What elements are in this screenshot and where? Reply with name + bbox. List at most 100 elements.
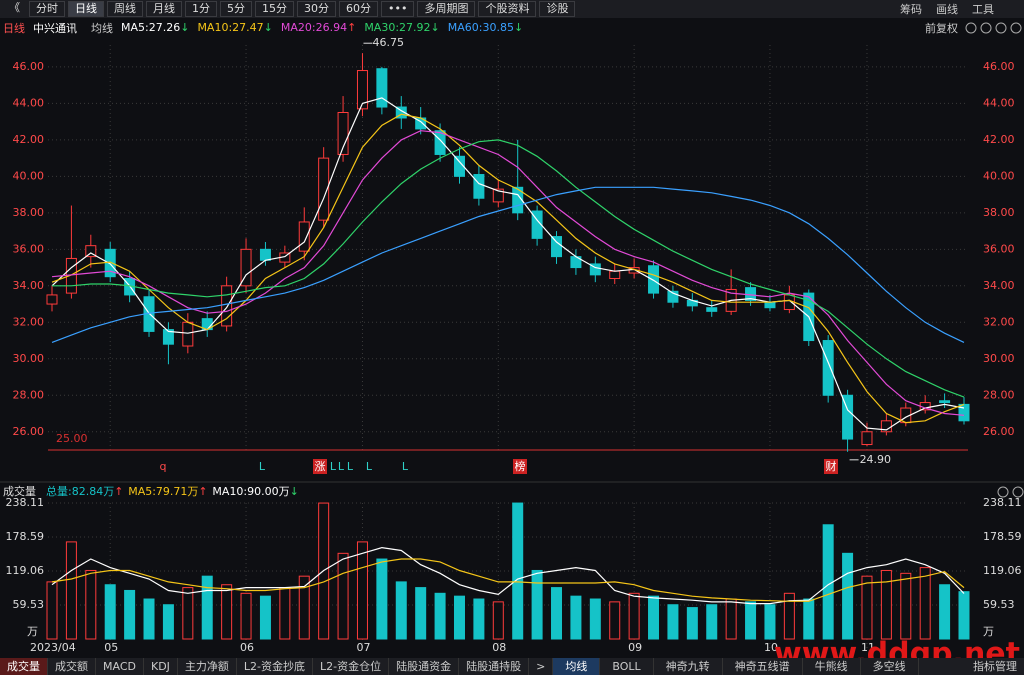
tab[interactable]: BOLL — [600, 658, 654, 675]
tab-manage[interactable]: 指标管理 — [973, 660, 1017, 673]
period-button[interactable]: 60分 — [339, 1, 378, 17]
volume-bar — [104, 584, 116, 640]
y-tick-label-right: 178.59 — [983, 530, 1022, 543]
tool-button[interactable]: 画线 — [936, 3, 958, 16]
period-button[interactable]: 月线 — [146, 1, 182, 17]
volume-unit-right: 万 — [983, 625, 994, 638]
candle-body — [589, 263, 601, 276]
volume-bar — [298, 575, 310, 640]
ma-line — [51, 113, 965, 424]
volume-bar — [958, 591, 970, 640]
volume-bar — [745, 601, 757, 640]
period-button[interactable]: 1分 — [185, 1, 217, 17]
tab[interactable]: MACD — [96, 658, 144, 675]
candle-body — [298, 221, 310, 252]
period-button[interactable]: 30分 — [297, 1, 336, 17]
volume-bar — [162, 604, 174, 640]
event-marker: q — [160, 460, 167, 473]
period-button[interactable]: 日线 — [68, 1, 104, 17]
candle-body — [861, 431, 873, 446]
y-tick-label: 178.59 — [6, 530, 45, 543]
candle-body — [939, 400, 951, 404]
candle-body — [648, 265, 660, 294]
tab[interactable]: 主力净额 — [178, 658, 237, 675]
period-button[interactable]: 分时 — [29, 1, 65, 17]
candle-body — [822, 340, 834, 396]
candle-body — [706, 307, 718, 312]
tab[interactable]: KDJ — [144, 658, 178, 675]
tab-more[interactable]: > — [529, 658, 554, 675]
adjust-mode[interactable]: 前复权 — [925, 21, 958, 35]
period-button[interactable]: 多周期图 — [417, 1, 476, 17]
tab[interactable]: 陆股通持股 — [459, 658, 530, 675]
volume-bar — [85, 569, 97, 640]
y-tick-label-right: 32.00 — [983, 315, 1015, 328]
reference-label: 25.00 — [56, 432, 88, 445]
period-button[interactable]: 5分 — [220, 1, 252, 17]
candle-body — [182, 321, 194, 347]
candle-body — [434, 130, 446, 155]
tab[interactable]: 均线 — [553, 658, 601, 675]
period-button[interactable]: 周线 — [107, 1, 143, 17]
ma-line — [51, 130, 965, 416]
volume-bar — [686, 607, 698, 640]
volume-bar — [415, 587, 427, 640]
ma-item: MA30:27.92↓ — [364, 21, 439, 34]
ma-value: MA60:30.85 — [447, 21, 514, 34]
tab[interactable]: 神奇九转 — [654, 658, 723, 675]
tab[interactable]: 陆股通资金 — [389, 658, 460, 675]
ma-value: MA10:27.47 — [197, 21, 264, 34]
tab[interactable]: 神奇五线谱 — [723, 658, 803, 675]
candle-body — [318, 157, 330, 221]
candle-body — [46, 294, 58, 305]
ma-item: MA5:27.26↓ — [121, 21, 189, 34]
period-button[interactable]: 15分 — [255, 1, 294, 17]
period-button[interactable]: ••• — [381, 1, 415, 17]
candle-body — [356, 70, 368, 110]
y-tick-label-right: 38.00 — [983, 206, 1015, 219]
tool-button[interactable]: 筹码 — [900, 3, 922, 16]
toolbar: 《分时 日线 周线 月线 1分 5分 15分 30分 60分 ••• 多周期图 个股资料 诊股 筹码 画线 工… — [0, 0, 1024, 18]
volume-bar — [589, 598, 601, 640]
back-button[interactable]: 《 — [9, 1, 20, 14]
ma-arrow: ↓ — [263, 21, 273, 34]
period-button[interactable]: 个股资料 — [478, 1, 537, 17]
candle-body — [764, 301, 776, 309]
volume-bar — [259, 595, 271, 640]
watermark: www.ddgp.net — [774, 637, 1020, 659]
y-tick-label-right: 238.11 — [983, 496, 1022, 509]
tab[interactable]: 牛熊线 — [803, 658, 861, 675]
max-annotation: 46.75 — [372, 36, 404, 49]
ma-value: MA5:27.26 — [121, 21, 181, 34]
ma-arrow: ↑ — [347, 21, 357, 34]
tab[interactable]: 成交额 — [48, 658, 96, 675]
volume-bar — [356, 541, 368, 640]
volume-bar — [240, 592, 252, 640]
tab[interactable]: L2-资金仓位 — [313, 658, 390, 675]
candle-body — [551, 236, 563, 258]
x-tick-label: 05 — [104, 641, 118, 654]
volume-title: 成交量 — [3, 484, 36, 498]
candle-body — [958, 403, 970, 422]
candle-body — [473, 174, 485, 199]
y-tick-label: 28.00 — [13, 388, 45, 401]
candle-body — [259, 248, 271, 261]
tool-button[interactable]: 工具 — [972, 3, 994, 16]
ma-item: MA20:26.94↑ — [281, 21, 356, 34]
candle-body — [667, 290, 679, 303]
y-tick-label-right: 46.00 — [983, 60, 1015, 73]
event-marker: 财 — [826, 459, 837, 473]
y-tick-label: 238.11 — [6, 496, 45, 509]
tab[interactable]: 多空线 — [861, 658, 919, 675]
volume-bar — [453, 595, 465, 640]
volume-bar — [124, 589, 136, 640]
volume-bar — [939, 584, 951, 640]
tab[interactable]: L2-资金抄底 — [237, 658, 314, 675]
period-button[interactable]: 诊股 — [539, 1, 576, 17]
tab[interactable]: 成交量 — [0, 658, 48, 675]
y-tick-label-right: 42.00 — [983, 133, 1015, 146]
x-tick-label: 10 — [764, 641, 778, 654]
y-tick-label: 40.00 — [13, 169, 45, 182]
toolbar-right: 筹码 画线 工具 — [900, 1, 1024, 17]
candle-body — [842, 394, 854, 440]
